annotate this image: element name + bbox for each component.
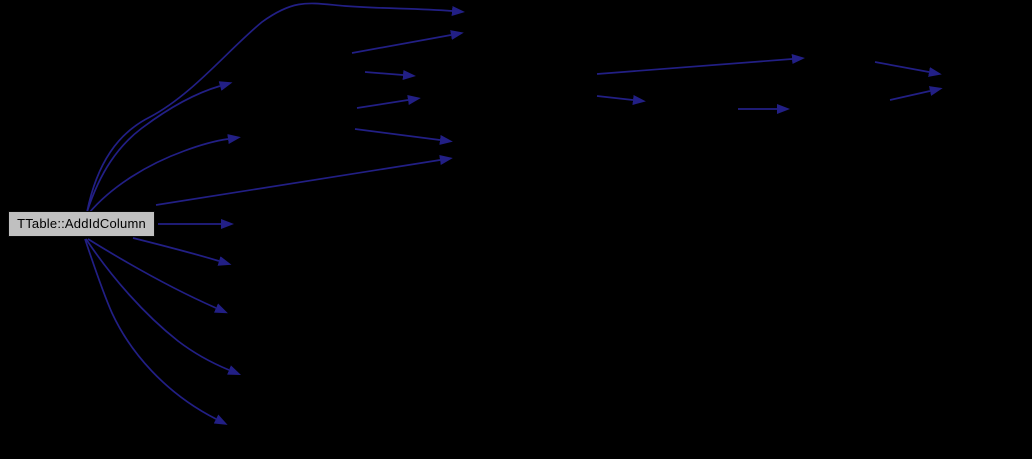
edge-level2-to-level3-c	[356, 95, 421, 109]
edge-level2-to-level3-d	[354, 128, 453, 145]
root-node-ttable-addidcolumn: TTable::AddIdColumn	[8, 211, 155, 237]
edge-level4-to-level5-a	[874, 61, 942, 77]
edge-root-to-node-3	[88, 134, 241, 214]
edge-root-to-top-node	[86, 2, 465, 213]
edge-root-to-node-2	[86, 81, 233, 213]
edge-level4-to-level5-b	[889, 86, 943, 101]
edge-level2-to-level3-a	[351, 30, 464, 54]
edge-level2-to-level3-b	[364, 70, 416, 80]
edge-root-to-node-6	[132, 237, 232, 266]
edge-root-to-node-4	[155, 155, 453, 206]
edge-level3-to-level4-b	[596, 95, 646, 105]
edge-level3-to-level4-a	[596, 54, 805, 75]
edge-root-to-node-9	[84, 238, 228, 425]
edge-group	[84, 2, 943, 425]
root-node-label: TTable::AddIdColumn	[17, 216, 146, 231]
edge-root-to-node-7	[87, 238, 228, 314]
edge-root-to-node-8	[85, 238, 242, 375]
